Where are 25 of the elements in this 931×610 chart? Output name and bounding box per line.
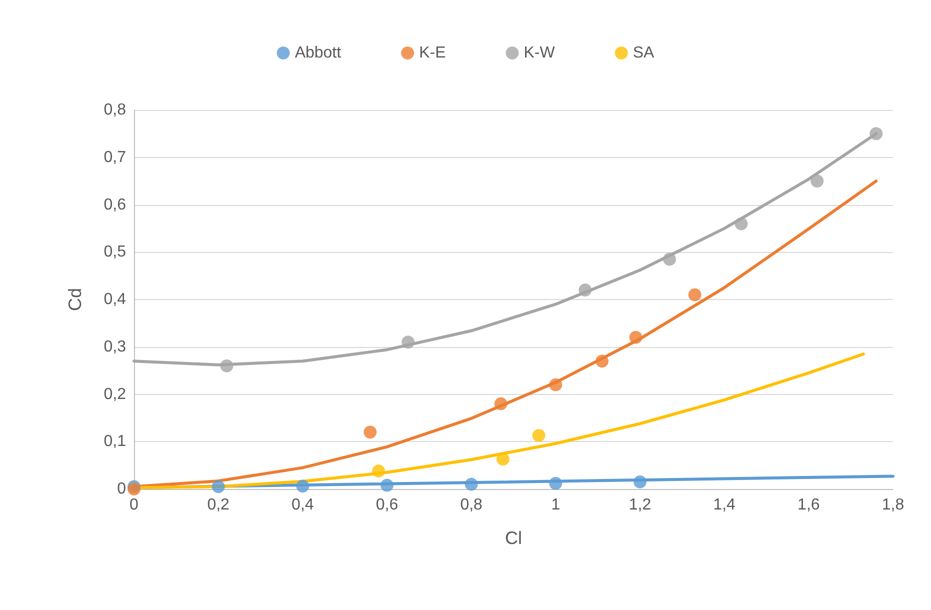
y-tick-label: 0,8 (104, 102, 126, 118)
x-tick-label: 0,4 (292, 496, 314, 514)
x-tick-label: 0,8 (460, 496, 483, 514)
y-tick-label: 0,6 (104, 196, 126, 214)
x-tick-label: 0,6 (376, 496, 398, 514)
y-tick-label: 0,3 (104, 338, 126, 356)
legend-label: K-W (524, 44, 556, 62)
y-tick-label: 0,7 (104, 148, 126, 166)
x-tick-label: 1,4 (713, 496, 736, 514)
legend-label: SA (632, 44, 655, 62)
x-tick-label: 1,2 (628, 496, 652, 514)
x-tick-label: 1,6 (798, 496, 820, 514)
x-tick-label: 0 (130, 496, 139, 514)
x-axis-title: Cl (505, 528, 522, 548)
legend-label: Abbott (294, 44, 342, 62)
y-tick-label: 0,1 (104, 433, 126, 450)
x-tick-label: 0,2 (207, 496, 230, 514)
x-tick-label: 1 (551, 496, 560, 514)
legend-label: K-E (419, 44, 446, 62)
y-tick-label: 0,5 (104, 244, 126, 261)
x-tick-label: 1,8 (882, 496, 904, 514)
y-tick-label: 0 (117, 480, 126, 498)
y-tick-label: 0,4 (104, 291, 126, 308)
y-axis-title: Cd (65, 288, 85, 312)
y-tick-label: 0,2 (104, 386, 126, 403)
